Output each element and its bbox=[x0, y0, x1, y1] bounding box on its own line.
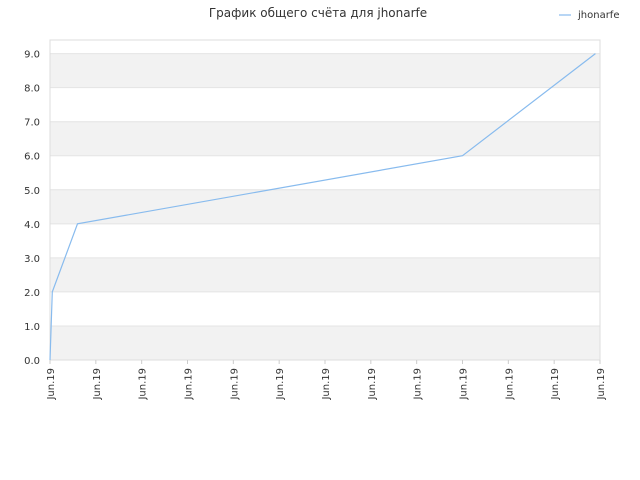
x-tick-label: Jun.19 bbox=[184, 368, 195, 401]
background-band bbox=[50, 40, 600, 54]
background-band bbox=[50, 223, 600, 258]
x-tick-label: Jun.19 bbox=[92, 368, 103, 401]
y-tick-label: 6.0 bbox=[24, 152, 40, 163]
y-tick-label: 5.0 bbox=[24, 186, 40, 197]
background-band bbox=[50, 291, 600, 326]
y-tick-label: 1.0 bbox=[24, 322, 40, 333]
y-tick-label: 3.0 bbox=[24, 254, 40, 265]
legend[interactable]: jhonarfe bbox=[559, 10, 619, 21]
background-band bbox=[50, 53, 600, 88]
x-tick-label: Jun.19 bbox=[413, 368, 424, 401]
y-tick-label: 0.0 bbox=[24, 356, 40, 367]
x-tick-label: Jun.19 bbox=[138, 368, 149, 401]
background-band bbox=[50, 257, 600, 292]
x-tick-label: Jun.19 bbox=[459, 368, 470, 401]
x-tick-label: Jun.19 bbox=[504, 368, 515, 401]
background-band bbox=[50, 87, 600, 122]
plot-background-bands bbox=[50, 40, 600, 360]
legend-label: jhonarfe bbox=[577, 10, 619, 21]
y-axis: 0.0 1.0 2.0 3.0 4.0 5.0 6.0 7.0 8.0 9.0 bbox=[24, 50, 40, 367]
background-band bbox=[50, 189, 600, 224]
chart-title: График общего счёта для jhonarfe bbox=[209, 6, 427, 20]
series-line-jhonarfe bbox=[49, 53, 596, 361]
y-tick-label: 9.0 bbox=[24, 50, 40, 61]
x-tick-label: Jun.19 bbox=[275, 368, 286, 401]
x-tick-label: Jun.19 bbox=[46, 368, 57, 401]
background-band bbox=[50, 121, 600, 156]
background-band bbox=[50, 325, 600, 360]
x-tick-label: Jun.19 bbox=[367, 368, 378, 401]
y-tick-label: 7.0 bbox=[24, 118, 40, 129]
x-tick-label: Jun.19 bbox=[550, 368, 561, 401]
y-tick-label: 2.0 bbox=[24, 288, 40, 299]
x-axis: Jun.19 Jun.19 Jun.19 Jun.19 Jun.19 Jun.19 Jun.… bbox=[46, 360, 607, 401]
x-tick-label: Jun.19 bbox=[229, 368, 240, 401]
series-layer bbox=[49, 53, 596, 361]
background-band bbox=[50, 155, 600, 190]
x-tick-label: Jun.19 bbox=[596, 368, 607, 401]
y-tick-label: 4.0 bbox=[24, 220, 40, 231]
x-tick-label: Jun.19 bbox=[321, 368, 332, 401]
y-tick-label: 8.0 bbox=[24, 84, 40, 95]
